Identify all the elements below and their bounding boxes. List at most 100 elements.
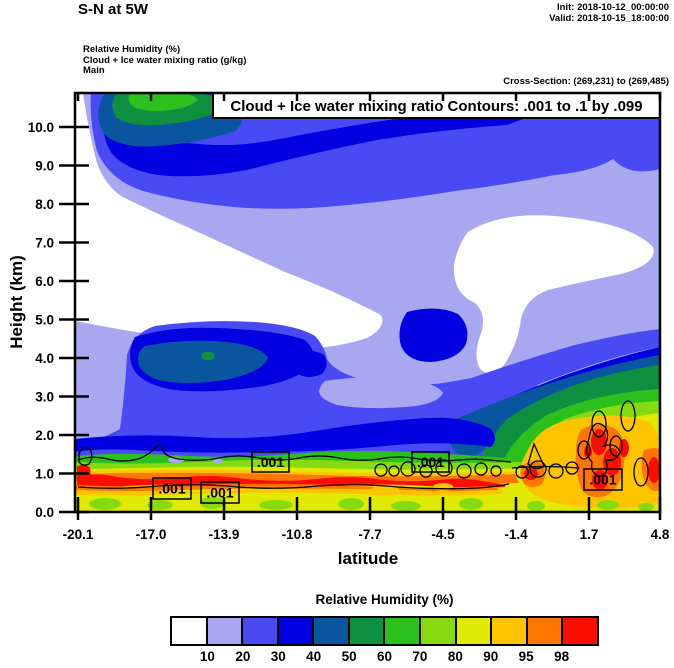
cloud-contour-loop bbox=[565, 461, 579, 475]
x-tick-label: -17.0 bbox=[136, 527, 167, 542]
y-tick-label: 5.0 bbox=[35, 313, 54, 328]
plot-svg: .001 .001 .001 .001 .001 Cloud + Ice water mi… bbox=[7, 91, 670, 568]
cloud-contour-loop bbox=[548, 463, 564, 479]
rh-region bbox=[77, 464, 91, 490]
rh-region bbox=[75, 472, 519, 484]
rh-region bbox=[75, 459, 527, 470]
contour-label-text: .001 bbox=[158, 481, 185, 497]
cloud-contour-loop bbox=[435, 459, 453, 477]
rh-region bbox=[459, 498, 483, 510]
field-list: Relative Humidity (%) Cloud + Ice water … bbox=[83, 44, 246, 77]
colorbar-cell bbox=[278, 618, 315, 644]
contour-label-text: .001 bbox=[417, 454, 444, 470]
rh-region bbox=[391, 501, 421, 511]
rh-region bbox=[201, 351, 215, 361]
colorbar-cell bbox=[243, 618, 279, 644]
init-time: Init: 2018-10-12_00:00:00 bbox=[557, 2, 669, 13]
cloud-contour-loop bbox=[577, 440, 591, 460]
colorbar-tick-label: 98 bbox=[554, 649, 570, 664]
rh-region bbox=[371, 485, 399, 495]
cloud-contour-loop bbox=[633, 457, 649, 487]
cloud-contour-loop bbox=[490, 465, 502, 477]
rh-region bbox=[75, 417, 495, 453]
y-tick-label: 7.0 bbox=[35, 236, 54, 251]
inner-title-text: Cloud + Ice water mixing ratio Contours:… bbox=[230, 98, 642, 115]
x-axis-title: latitude bbox=[338, 549, 398, 568]
rh-region bbox=[259, 500, 293, 510]
colorbar-tick-label: 50 bbox=[341, 649, 357, 664]
cloud-contour-line bbox=[78, 446, 93, 466]
colorbar-cell bbox=[492, 618, 528, 644]
cloud-contour-loop bbox=[591, 410, 607, 438]
x-tick-label: 4.8 bbox=[651, 527, 670, 542]
rh-region bbox=[619, 439, 629, 457]
cloud-contour-line bbox=[586, 422, 621, 477]
cross-section-coords: Cross-Section: (269,231) to (269,485) bbox=[503, 76, 669, 87]
colorbar-cell bbox=[172, 618, 208, 644]
rh-region bbox=[293, 351, 327, 377]
colorbar-cell bbox=[563, 618, 597, 644]
contour-label-box bbox=[411, 451, 450, 473]
y-tick-label: 4.0 bbox=[35, 351, 54, 366]
cloud-contour-loop bbox=[609, 435, 623, 457]
y-tick-label: 1.0 bbox=[35, 467, 54, 482]
y-tick-label: 2.0 bbox=[35, 428, 54, 443]
rh-region bbox=[399, 308, 468, 362]
rh-region bbox=[479, 365, 660, 464]
cloud-contour-loop bbox=[419, 464, 433, 478]
inner-title-box bbox=[212, 92, 661, 119]
rh-region bbox=[527, 501, 545, 511]
colorbar-tick-label: 90 bbox=[483, 649, 499, 664]
x-tick-label: -4.5 bbox=[431, 527, 455, 542]
rh-region bbox=[128, 93, 198, 111]
colorbar-tick-label: 95 bbox=[518, 649, 534, 664]
rh-region bbox=[638, 503, 654, 511]
y-tick-label: 6.0 bbox=[35, 274, 54, 289]
rh-region bbox=[138, 340, 268, 383]
contour-label-box bbox=[251, 451, 290, 473]
rh-region bbox=[147, 500, 173, 510]
rh-region bbox=[89, 498, 121, 510]
y-tick-label: 0.0 bbox=[35, 505, 54, 520]
y-axis-title: Height (km) bbox=[7, 255, 26, 349]
rh-region bbox=[75, 93, 383, 350]
cloud-contour-line bbox=[77, 445, 512, 463]
colorbar-tick-labels: 10 20 30 40 50 60 70 80 90 95 98 bbox=[170, 649, 599, 665]
x-tick-label: -13.9 bbox=[209, 527, 240, 542]
colorbar-tick-label: 30 bbox=[270, 649, 286, 664]
rh-region bbox=[453, 215, 654, 374]
rh-region bbox=[213, 458, 223, 464]
colorbar-tick-label: 10 bbox=[199, 649, 215, 664]
colorbar-cell bbox=[527, 618, 564, 644]
colorbar-tick-label: 20 bbox=[235, 649, 251, 664]
x-tick-label: 1.7 bbox=[580, 527, 599, 542]
run-times: Init: 2018-10-12_00:00:00 Valid: 2018-10… bbox=[549, 2, 669, 24]
rh-region bbox=[103, 107, 523, 177]
colorbar-cell bbox=[349, 618, 386, 644]
colorbar-tick-label: 40 bbox=[306, 649, 322, 664]
x-tick-label: -1.4 bbox=[504, 527, 528, 542]
colorbar-title: Relative Humidity (%) bbox=[315, 592, 454, 607]
plot-border bbox=[73, 91, 662, 514]
contour-label-box bbox=[583, 468, 623, 491]
colorbar-cell bbox=[385, 618, 422, 644]
contour-label-box bbox=[200, 481, 240, 504]
cloud-contour-loop bbox=[515, 465, 529, 479]
rh-region bbox=[433, 483, 453, 491]
colorbar-cell bbox=[456, 618, 493, 644]
y-tick-label: 9.0 bbox=[35, 159, 54, 174]
x-tick-label: -7.7 bbox=[358, 527, 381, 542]
cloud-contour-loop bbox=[620, 400, 636, 432]
y-tick-label: 3.0 bbox=[35, 390, 54, 405]
contour-label-text: .001 bbox=[206, 485, 233, 501]
cross-section-plot: .001 .001 .001 .001 .001 Cloud + Ice water mi… bbox=[7, 91, 670, 568]
colorbar-tick-label: 70 bbox=[412, 649, 428, 664]
rh-region bbox=[338, 498, 364, 510]
cloud-contour-loop bbox=[388, 465, 400, 477]
field-domain: Main bbox=[83, 65, 105, 76]
plot-area: .001 .001 .001 .001 .001 Cloud + Ice water mi… bbox=[7, 91, 670, 568]
rh-region bbox=[648, 457, 660, 483]
y-tick-label: 10.0 bbox=[28, 120, 54, 135]
field-rh: Relative Humidity (%) bbox=[83, 44, 181, 55]
valid-time: Valid: 2018-10-15_18:00:00 bbox=[549, 13, 669, 24]
